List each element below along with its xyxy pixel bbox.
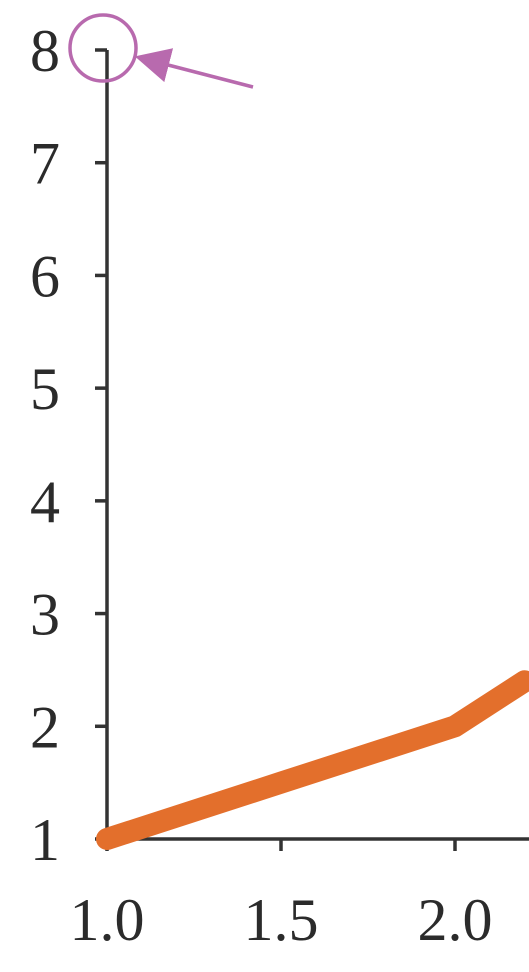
y-tick-label: 7	[30, 131, 60, 197]
y-tick-label: 5	[30, 356, 60, 422]
annotation-circle	[70, 15, 136, 81]
y-tick-label: 6	[30, 243, 60, 309]
x-tick-label: 1.0	[70, 887, 145, 953]
y-tick-label: 3	[30, 582, 60, 648]
y-tick-label: 4	[30, 469, 60, 535]
series-line	[107, 681, 525, 839]
x-tick-label: 1.5	[244, 887, 319, 953]
annotation-arrow	[145, 59, 253, 87]
y-tick-label: 1	[30, 807, 60, 873]
y-tick-label: 2	[30, 694, 60, 760]
x-tick-label: 2.0	[418, 887, 493, 953]
ticks: 1 2 3 4 5 6 7 8 1.0 1.5 2.0	[30, 18, 493, 953]
y-tick-label: 8	[30, 18, 60, 84]
series-group	[107, 681, 525, 839]
